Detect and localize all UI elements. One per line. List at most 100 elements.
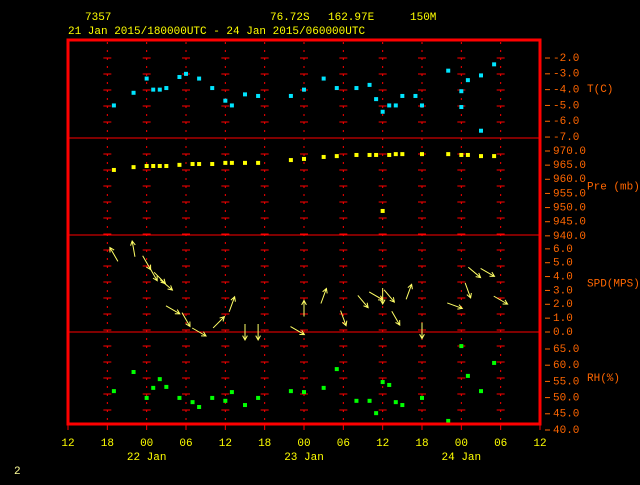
data-point [256, 93, 261, 98]
data-point [223, 398, 228, 403]
data-point [302, 87, 306, 92]
y-tick-label: 45.0 [553, 409, 579, 421]
data-point [164, 384, 169, 389]
data-point [288, 389, 293, 394]
x-tick-label: 00 [455, 438, 468, 450]
data-point [413, 93, 418, 98]
y-tick-label: 955.0 [553, 188, 586, 200]
data-point [177, 162, 182, 167]
data-point [164, 163, 169, 168]
data-point [374, 152, 379, 157]
panel-label: Pre (mb) [587, 181, 640, 193]
data-point [354, 152, 359, 157]
data-point [367, 398, 372, 403]
data-point [190, 400, 195, 405]
longitude: 162.97E [328, 12, 375, 24]
data-point [420, 152, 424, 157]
data-point [393, 152, 398, 157]
wind-arrow [159, 279, 174, 291]
data-point [302, 390, 306, 395]
x-tick-label: 12 [376, 438, 389, 450]
date-label: 23 Jan [284, 452, 324, 464]
data-point [479, 389, 483, 394]
data-point [334, 154, 339, 159]
data-point [393, 103, 398, 108]
data-point [164, 86, 169, 91]
data-point [177, 74, 182, 79]
data-point [197, 404, 202, 409]
y-tick-label: 965.0 [553, 160, 586, 172]
data-point [380, 208, 385, 213]
plot-area: 12 18 00 06 12 18 00 06 12 18 00 06 12 22 Jan 23 Jan 24… [61, 42, 640, 464]
wind-arrow [130, 239, 136, 257]
y-tick-label: 6.0 [553, 244, 573, 256]
data-point [223, 160, 228, 165]
data-point [131, 370, 136, 375]
data-point [111, 103, 116, 108]
wind-arrow [419, 322, 425, 340]
wind-arrow [228, 295, 236, 312]
y-tick-label: 40.0 [553, 425, 579, 437]
wind-arrow [464, 282, 472, 299]
data-point [492, 360, 497, 365]
y-tick-label: -5.0 [553, 100, 579, 112]
y-tick-label: 4.0 [553, 271, 573, 283]
wind-arrow [383, 289, 396, 303]
data-point [229, 103, 234, 108]
data-point [243, 403, 247, 408]
data-point [190, 162, 195, 167]
data-point [243, 160, 247, 165]
frame [66, 38, 542, 426]
wind-arrow [405, 283, 413, 300]
data-point [393, 400, 398, 405]
x-tick-label: 18 [258, 438, 271, 450]
data-point [210, 162, 215, 167]
data-point [459, 152, 464, 157]
x-tick-label: 18 [101, 438, 114, 450]
data-point [229, 160, 234, 165]
wind-arrow [255, 324, 261, 342]
wind-arrow [242, 324, 248, 342]
y-tick-label: 55.0 [553, 376, 579, 388]
data-point [223, 98, 228, 103]
x-tick-label: 18 [415, 438, 428, 450]
x-tick-label: 12 [533, 438, 546, 450]
data-point [459, 105, 464, 110]
y-tick-label: 2.0 [553, 299, 573, 311]
data-point [177, 395, 182, 400]
data-point [288, 93, 293, 98]
latitude: 76.72S [270, 12, 310, 24]
data-point [144, 163, 149, 168]
wind-arrow [191, 327, 207, 337]
data-point [459, 89, 464, 94]
data-point [492, 62, 497, 67]
y-tick-label: 3.0 [553, 285, 573, 297]
wind-arrow [290, 326, 306, 336]
data-point [321, 76, 326, 81]
data-point [400, 93, 405, 98]
x-tick-label: 06 [494, 438, 507, 450]
wind-arrow [493, 295, 509, 305]
data-point [367, 152, 372, 157]
y-tick-label: 945.0 [553, 217, 586, 229]
data-point [197, 76, 202, 81]
data-point [111, 389, 116, 394]
data-point [131, 165, 136, 170]
wind-arrow [301, 299, 307, 317]
y-tick-label: 0.0 [553, 327, 573, 339]
y-tick-label: -3.0 [553, 69, 579, 81]
data-point [354, 86, 359, 91]
data-point [374, 411, 379, 416]
data-point [157, 87, 162, 92]
data-point [420, 103, 424, 108]
data-point [492, 154, 497, 159]
y-tick-label: 1.0 [553, 313, 573, 325]
wind-arrow [391, 310, 401, 326]
y-tick-label: -4.0 [553, 85, 579, 97]
elevation: 150M [410, 12, 436, 24]
wind-arrow [320, 287, 328, 304]
data-point [446, 152, 451, 157]
